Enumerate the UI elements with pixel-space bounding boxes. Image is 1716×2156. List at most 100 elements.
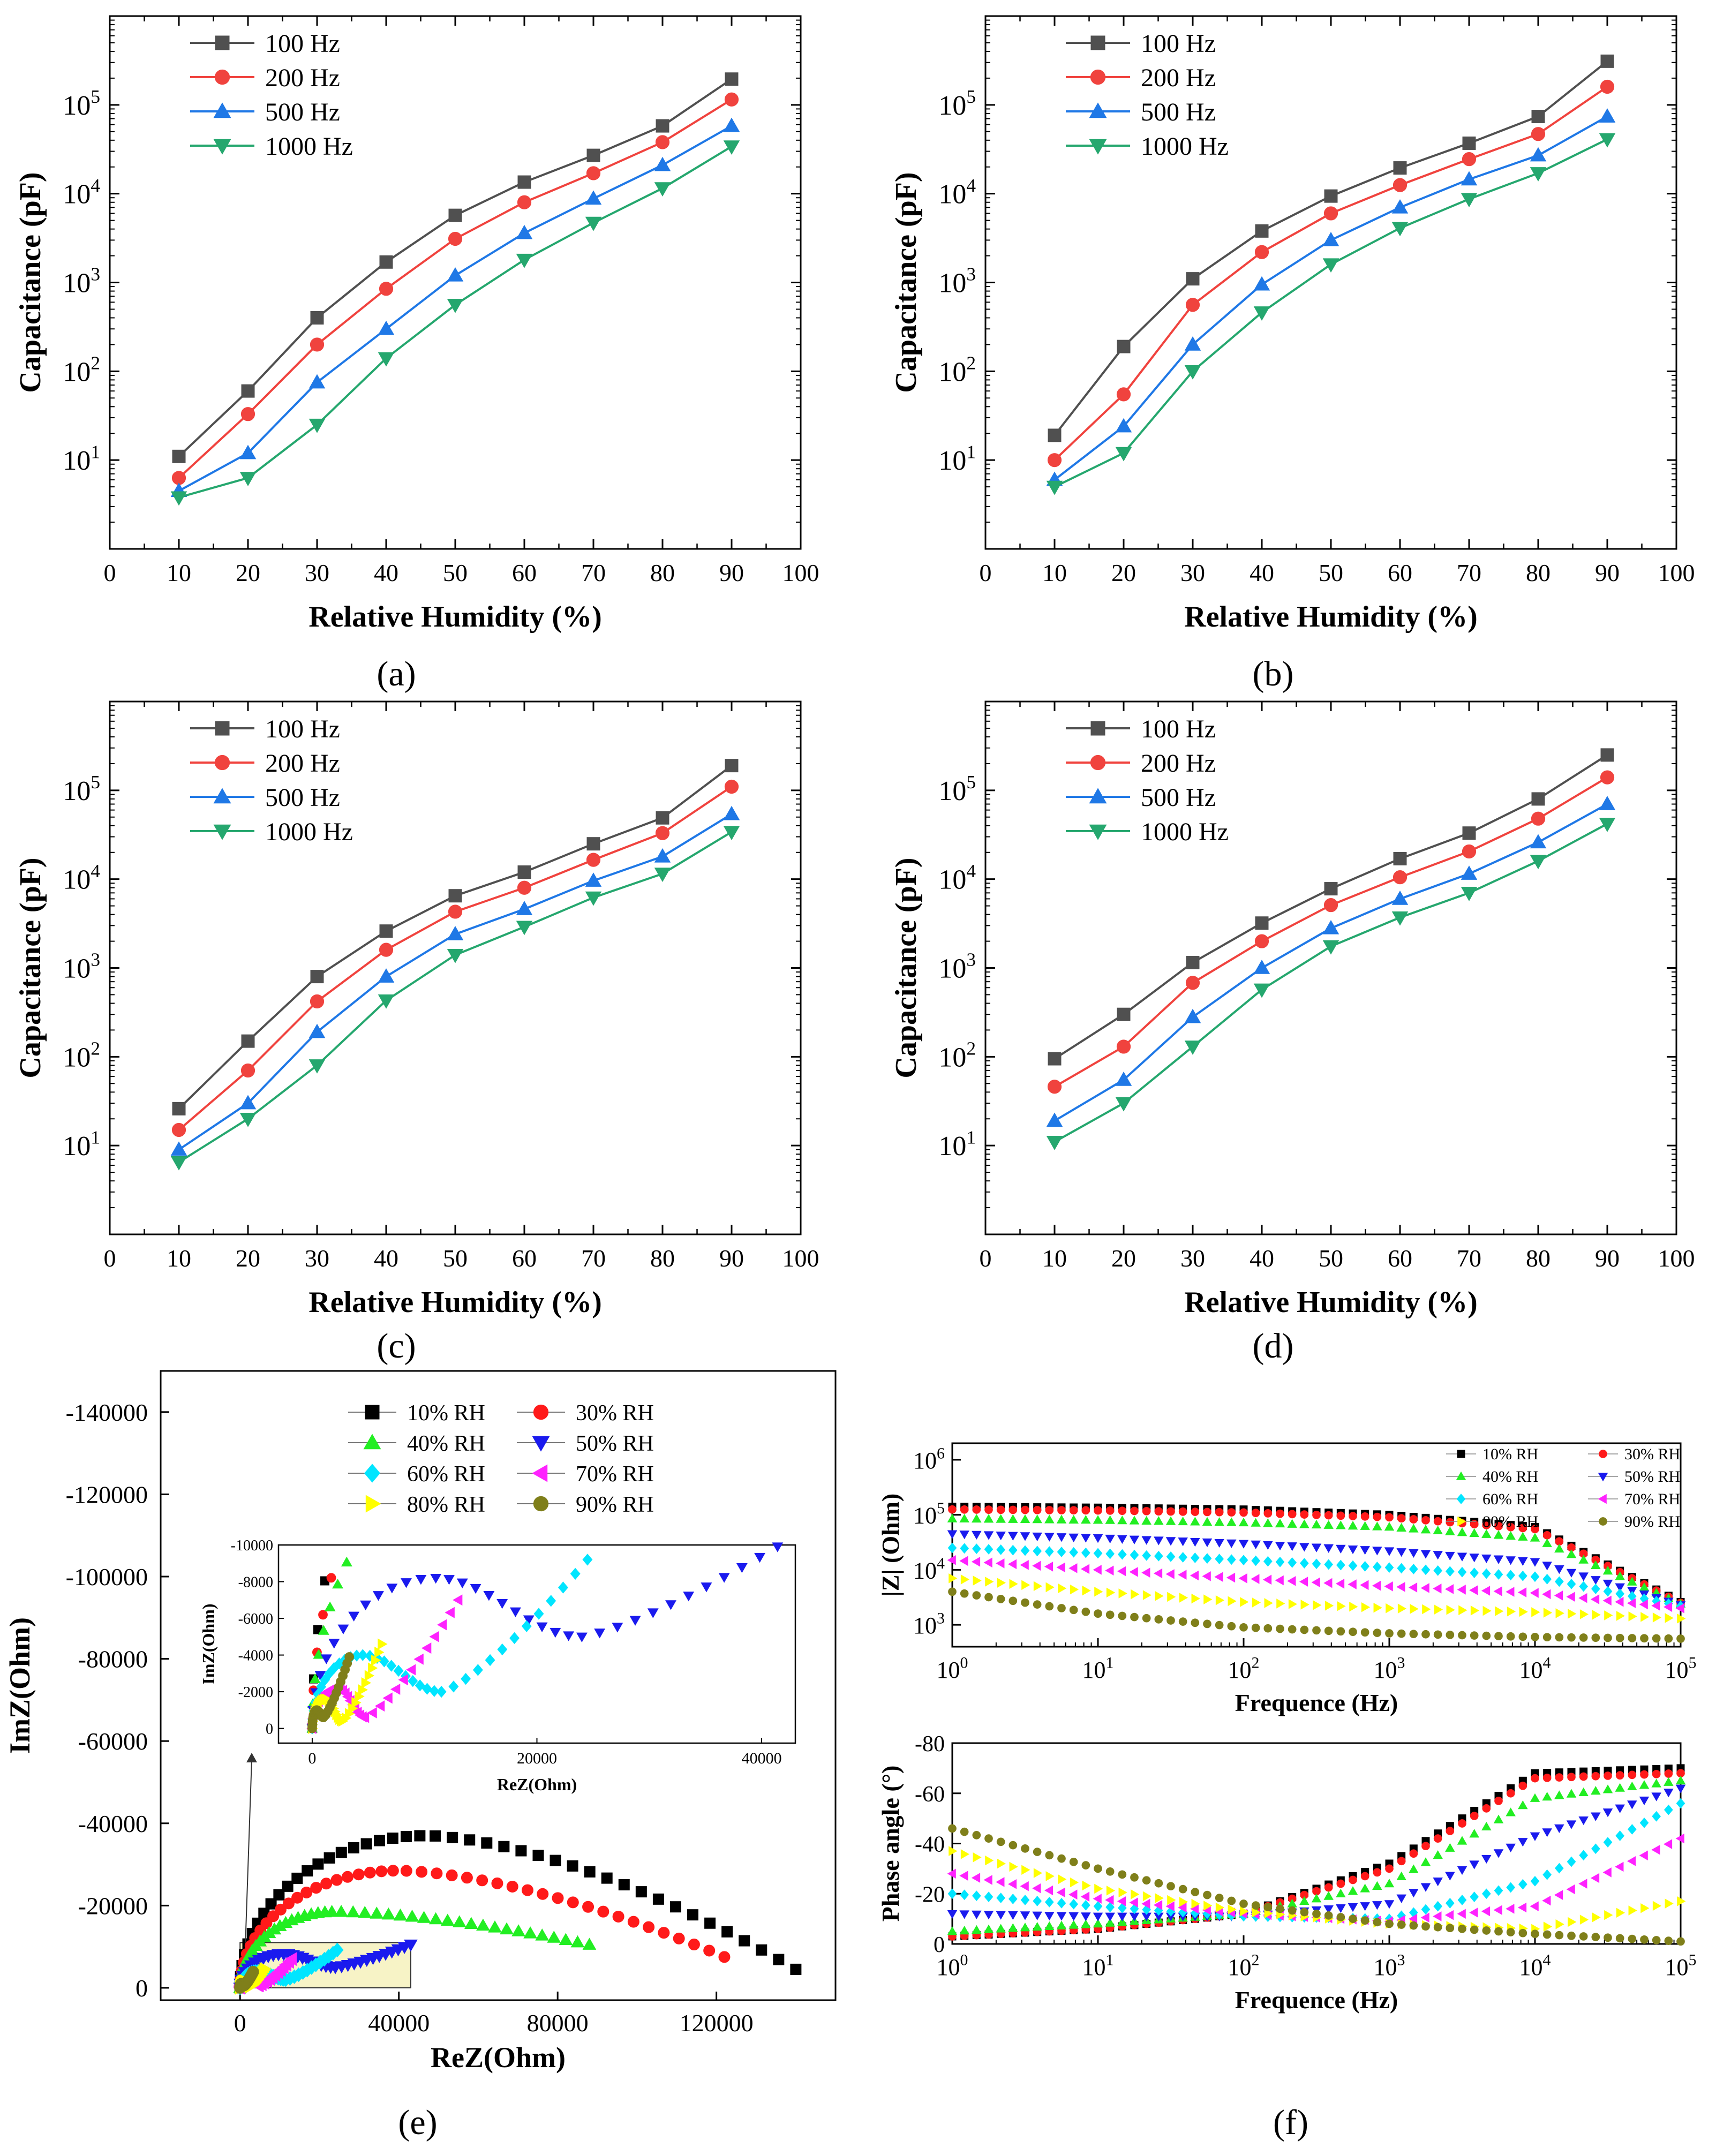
data-point [1579,1914,1589,1925]
x-tick-label: 100 [782,1245,819,1272]
data-point [1056,1562,1065,1573]
data-point [1068,1912,1079,1921]
x-tick-label: 104 [1519,1654,1551,1683]
data-point [1008,1514,1018,1523]
data-point [1481,1554,1492,1564]
data-point [1664,1634,1673,1643]
data-point [1592,1610,1601,1620]
data-point [1470,1631,1479,1640]
data-point [1349,1602,1358,1612]
x-axis-label: Relative Humidity (%) [1184,1286,1477,1319]
data-point [1115,418,1132,433]
data-point [1008,1923,1018,1932]
data-point [723,140,740,155]
data-point [1191,1618,1200,1627]
data-point [1373,1512,1382,1521]
inset-data-point [422,1683,432,1695]
panel-label-e: (e) [398,2103,437,2142]
data-point [1615,1771,1624,1780]
data-point [516,253,533,268]
data-point [947,1555,956,1565]
data-point [1433,1901,1443,1912]
data-point [1008,1841,1018,1850]
inset-data-point [324,1601,336,1611]
data-point [1458,1631,1466,1640]
data-point [1033,1546,1042,1557]
data-point [491,1877,503,1889]
data-point [1190,1517,1200,1526]
data-point [1420,1583,1429,1593]
y-tick-label: 101 [63,1126,100,1162]
data-point [947,1926,958,1935]
data-point [373,1835,385,1846]
data-point [948,1505,957,1514]
legend-marker [213,139,231,155]
x-tick-label: 60 [1388,559,1412,586]
data-point [1348,1545,1358,1555]
data-point [1262,1574,1272,1585]
data-point [341,1871,353,1883]
inset-y-tick-label: 0 [266,1721,273,1738]
data-point [1215,1894,1224,1902]
data-point [1323,1578,1333,1588]
data-point [1506,1556,1516,1565]
data-point [1142,1550,1151,1561]
data-point [1033,1868,1043,1878]
data-point [1105,1548,1115,1559]
data-point [1045,1851,1054,1860]
inset-data-point [445,1607,455,1618]
data-point [1462,136,1476,150]
data-point [1215,1620,1224,1630]
data-point [1360,1902,1370,1911]
data-point [240,407,255,421]
data-point [1115,1071,1132,1086]
data-point [1554,1863,1564,1874]
data-point [725,72,739,86]
data-point [1444,1910,1454,1920]
data-point [1578,1879,1587,1889]
inset-data-point [408,1675,418,1687]
data-point [1008,1596,1018,1605]
data-point [1457,1895,1467,1905]
y-axis-label: ImZ(Ohm) [4,1617,36,1754]
data-point [1287,1576,1296,1586]
data-point [1203,1890,1211,1899]
data-point [947,1513,958,1522]
data-point [1153,1568,1163,1579]
y-tick-label: 103 [913,1610,945,1639]
data-point [1287,1542,1297,1551]
data-point [239,472,257,486]
data-point [1591,1560,1601,1569]
data-point [1360,1521,1370,1530]
data-point [1288,1510,1297,1519]
data-point [1542,1531,1552,1540]
legend-label: 100 Hz [265,715,340,743]
y-tick-label: 105 [913,1499,945,1528]
data-point [654,156,671,171]
data-point [1129,1567,1138,1577]
data-point [308,1059,326,1074]
data-point [517,880,532,895]
inset-data-point [415,1575,427,1585]
data-point [1093,1565,1102,1575]
data-point [996,1531,1006,1541]
legend-label: 90% RH [576,1492,654,1517]
data-point [1117,1007,1131,1021]
data-point [1434,1604,1443,1615]
data-point [1433,1923,1442,1932]
inset-data-point [393,1664,404,1677]
legend-marker [1599,1450,1607,1458]
data-point [1615,1583,1625,1592]
y-tick-label: 101 [938,441,976,476]
data-point [1336,1544,1346,1554]
data-point [1600,54,1614,68]
data-point [1105,1918,1115,1927]
data-point [724,779,739,794]
data-point [1008,1532,1018,1541]
inset-data-point [382,1692,393,1704]
data-point [1263,1556,1273,1567]
data-point [1615,1934,1624,1943]
data-point [308,1023,326,1038]
data-point [1470,1925,1479,1934]
legend-label: 200 Hz [1141,749,1216,778]
